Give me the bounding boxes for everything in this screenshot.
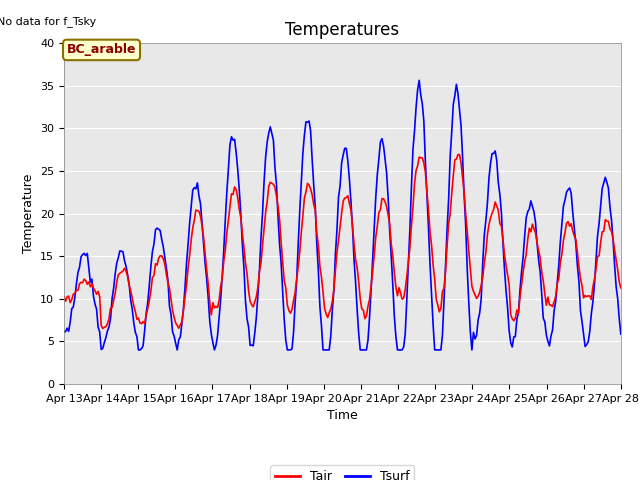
Tsurf	[589, 299, 596, 305]
Tsurf	[255, 268, 263, 274]
Text: BC_arable: BC_arable	[67, 43, 136, 57]
Tair	[305, 182, 313, 188]
Tsurf	[246, 343, 254, 348]
Tsurf	[129, 306, 136, 312]
Title: Temperatures: Temperatures	[285, 21, 399, 39]
Tair	[255, 269, 263, 275]
Tsurf	[60, 329, 68, 335]
Tsurf	[305, 118, 313, 124]
Line: Tair: Tair	[64, 155, 621, 328]
Tair	[617, 285, 625, 291]
Tair	[228, 191, 236, 197]
Tair	[99, 325, 107, 331]
Tsurf	[617, 331, 625, 337]
Text: No data for f_Tsky: No data for f_Tsky	[0, 16, 97, 27]
Tair	[456, 152, 463, 157]
Line: Tsurf: Tsurf	[64, 80, 621, 350]
Tsurf	[228, 134, 236, 140]
X-axis label: Time: Time	[327, 409, 358, 422]
Tair	[246, 299, 254, 304]
Tair	[130, 303, 138, 309]
Tsurf	[134, 347, 142, 353]
Tair	[60, 294, 68, 300]
Legend: Tair, Tsurf: Tair, Tsurf	[270, 465, 415, 480]
Tsurf	[415, 77, 423, 83]
Y-axis label: Temperature: Temperature	[22, 174, 35, 253]
Tair	[589, 284, 596, 289]
